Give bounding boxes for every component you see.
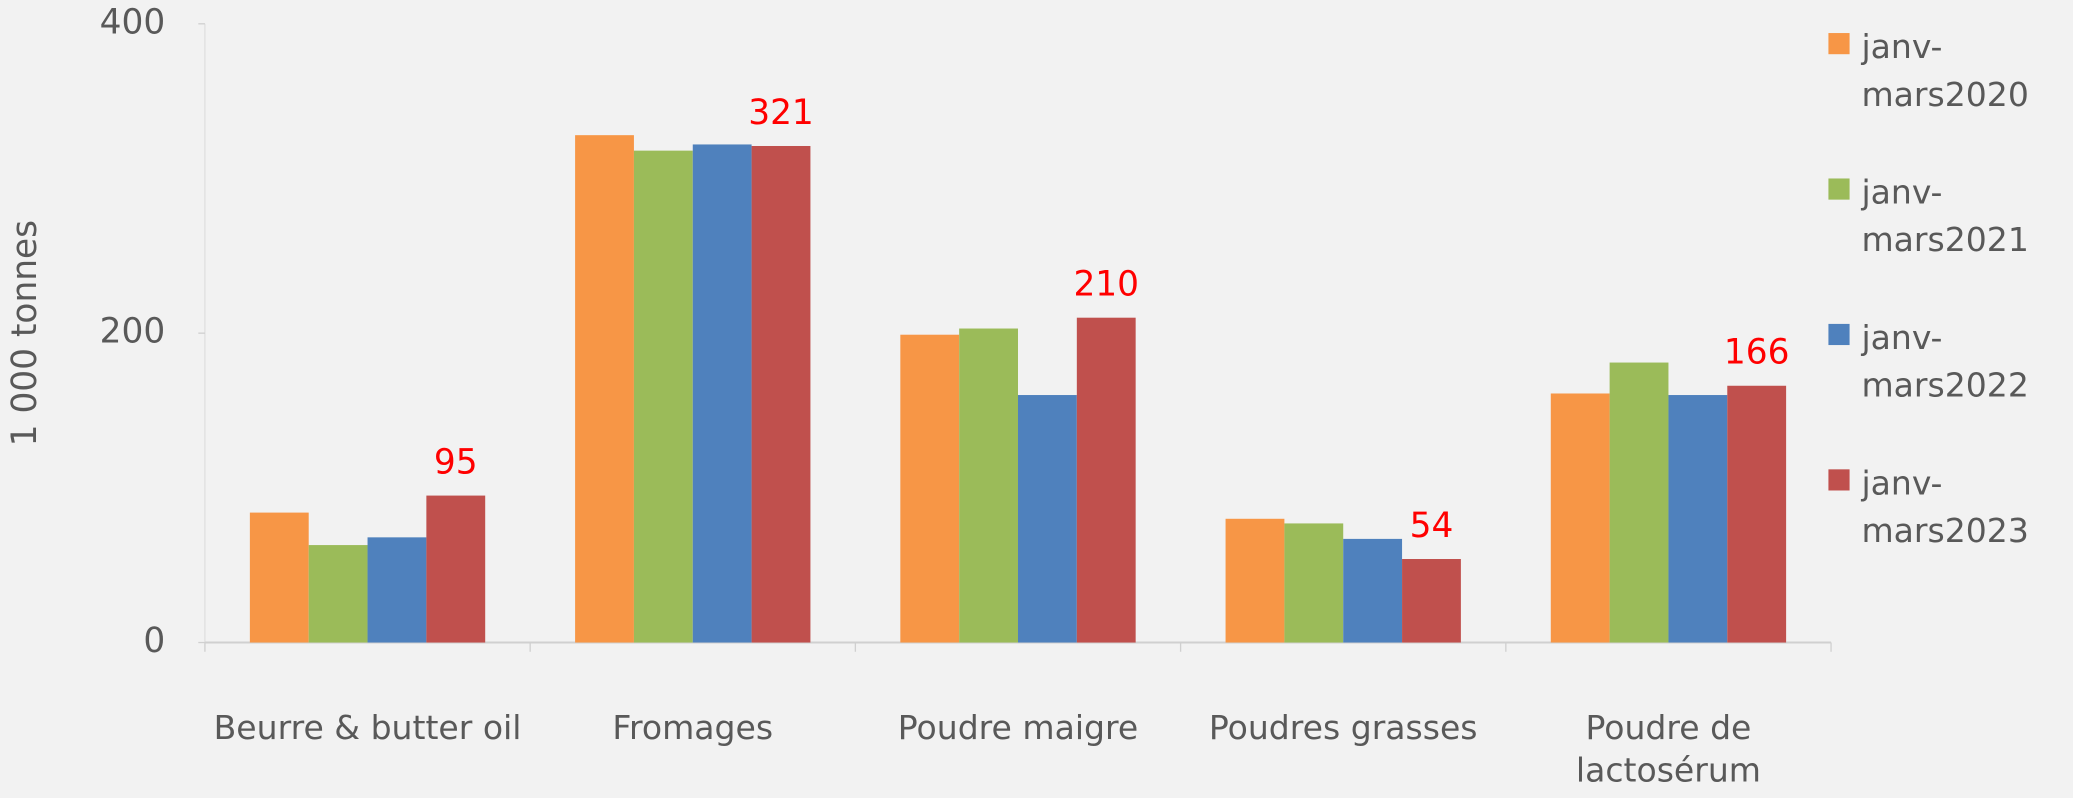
legend-swatch [1828,323,1850,346]
legend-label: janv-mars2020 [1861,27,2029,114]
legend-label: janv-mars2021 [1861,173,2029,260]
bar [959,328,1018,643]
bar [1402,558,1461,643]
x-tick-label: Beurre & butter oil [213,708,522,747]
bar [426,495,486,643]
bar [1284,523,1344,643]
data-label: 210 [1073,264,1139,304]
bar [1017,395,1077,643]
legend-swatch [1828,178,1850,200]
legend-swatch [1828,469,1850,491]
x-tick-label: Poudre de lactosérum [1575,708,1761,790]
data-label: 321 [748,93,814,133]
legend-swatch [1828,33,1850,55]
bar [751,145,811,643]
bar [900,334,960,643]
x-tick-label: Poudre maigre [897,708,1139,747]
y-tick-label: 0 [143,621,165,661]
bar [1668,395,1728,643]
bar [1225,518,1285,643]
bar [1076,317,1136,643]
y-tick-label: 400 [100,2,166,42]
bar [1609,362,1669,643]
bar [249,512,309,643]
bar [1343,538,1403,643]
bar [1550,393,1610,643]
bar [575,135,634,643]
x-tick-label: Fromages [612,708,774,747]
bar [1727,385,1787,643]
y-axis-title: 1 000 tonnes [5,220,45,446]
bar [633,150,693,643]
bar [308,545,368,643]
y-tick-label: 200 [100,312,166,352]
bar [692,144,752,643]
legend-label: janv-mars2022 [1861,318,2029,405]
x-tick-label: Poudres grasses [1208,708,1478,747]
bar [367,537,427,643]
legend-label: janv-mars2023 [1861,464,2029,550]
data-label: 166 [1724,333,1790,373]
data-label: 54 [1410,506,1454,546]
data-label: 95 [434,442,478,482]
